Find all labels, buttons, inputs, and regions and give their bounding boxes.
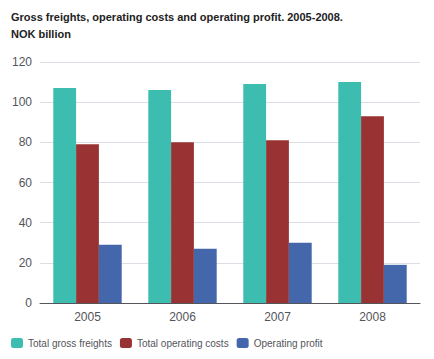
- svg-text:2007: 2007: [264, 310, 291, 324]
- svg-text:NOK billion: NOK billion: [11, 28, 71, 40]
- svg-text:100: 100: [12, 95, 32, 109]
- svg-text:20: 20: [19, 256, 33, 270]
- svg-text:0: 0: [25, 296, 32, 310]
- svg-text:80: 80: [19, 135, 33, 149]
- svg-text:Total operating costs: Total operating costs: [137, 338, 229, 349]
- svg-text:Gross freights, operating cost: Gross freights, operating costs and oper…: [11, 11, 343, 23]
- svg-text:40: 40: [19, 216, 33, 230]
- svg-text:120: 120: [12, 55, 32, 69]
- svg-text:2008: 2008: [359, 310, 386, 324]
- svg-text:2005: 2005: [74, 310, 101, 324]
- svg-text:2006: 2006: [169, 310, 196, 324]
- svg-text:Operating profit: Operating profit: [254, 338, 323, 349]
- svg-text:60: 60: [19, 176, 33, 190]
- svg-text:Total gross freights: Total gross freights: [28, 338, 112, 349]
